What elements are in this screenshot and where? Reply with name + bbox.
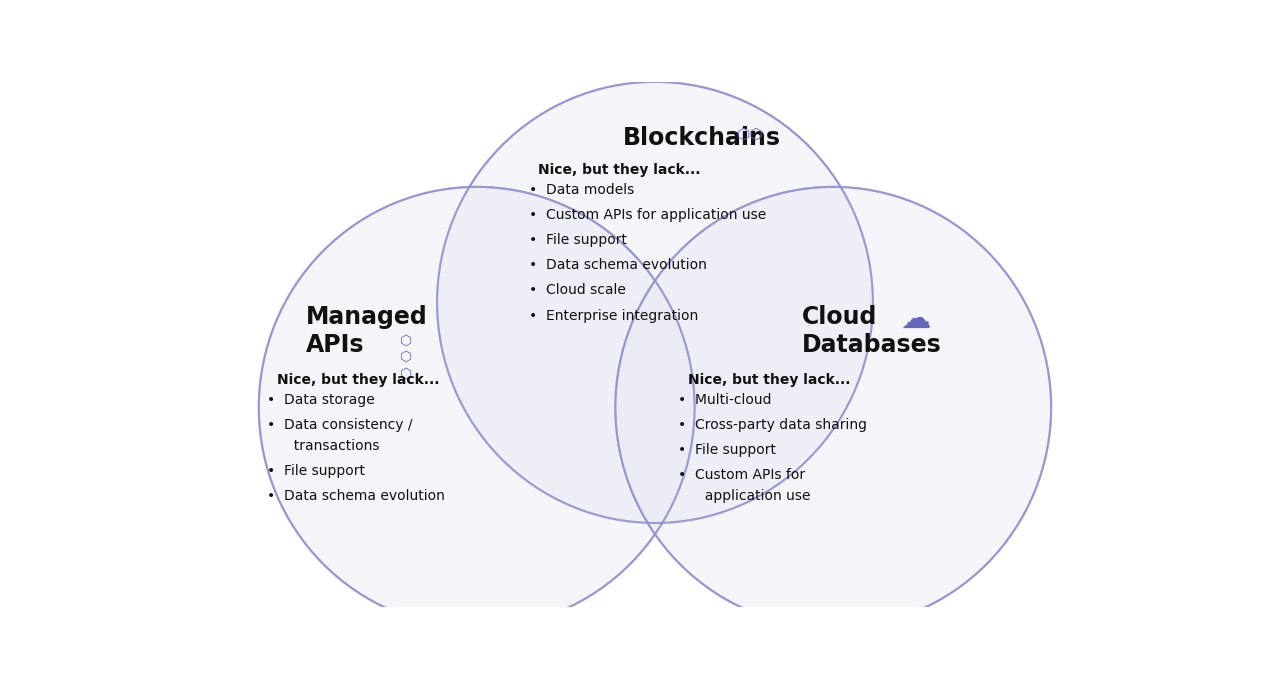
Text: Nice, but they lack...: Nice, but they lack... — [688, 373, 850, 387]
Text: Nice, but they lack...: Nice, but they lack... — [276, 373, 440, 387]
Text: transactions: transactions — [285, 439, 380, 453]
Text: •  Data consistency /: • Data consistency / — [267, 418, 413, 432]
Text: ⬡
⬡
⬡: ⬡ ⬡ ⬡ — [400, 334, 413, 381]
Text: Nice, but they lack...: Nice, but they lack... — [538, 163, 700, 177]
Text: ☁: ☁ — [901, 305, 932, 334]
Text: •  Data storage: • Data storage — [267, 393, 374, 406]
Text: •  Cloud scale: • Cloud scale — [529, 284, 626, 297]
Text: •  File support: • File support — [677, 443, 776, 457]
Text: •  Custom APIs for application use: • Custom APIs for application use — [529, 208, 767, 222]
Text: •  Cross-party data sharing: • Cross-party data sharing — [677, 418, 866, 432]
Text: Managed
APIs: Managed APIs — [307, 305, 428, 357]
Text: ⬡⬡: ⬡⬡ — [737, 126, 764, 141]
Text: •  Custom APIs for: • Custom APIs for — [677, 469, 805, 482]
Text: •  Data schema evolution: • Data schema evolution — [267, 489, 445, 503]
Text: Blockchains: Blockchains — [624, 126, 781, 151]
Ellipse shape — [437, 82, 873, 523]
Text: •  File support: • File support — [267, 464, 364, 478]
Text: •  Data schema evolution: • Data schema evolution — [529, 258, 707, 272]
Text: •  Data models: • Data models — [529, 183, 634, 196]
Ellipse shape — [616, 187, 1052, 628]
Text: Cloud
Databases: Cloud Databases — [801, 305, 942, 357]
Text: •  Multi-cloud: • Multi-cloud — [677, 393, 771, 406]
Text: •  Enterprise integration: • Enterprise integration — [529, 309, 699, 323]
Text: •  File support: • File support — [529, 233, 627, 247]
Ellipse shape — [258, 187, 695, 628]
Text: application use: application use — [695, 489, 810, 503]
